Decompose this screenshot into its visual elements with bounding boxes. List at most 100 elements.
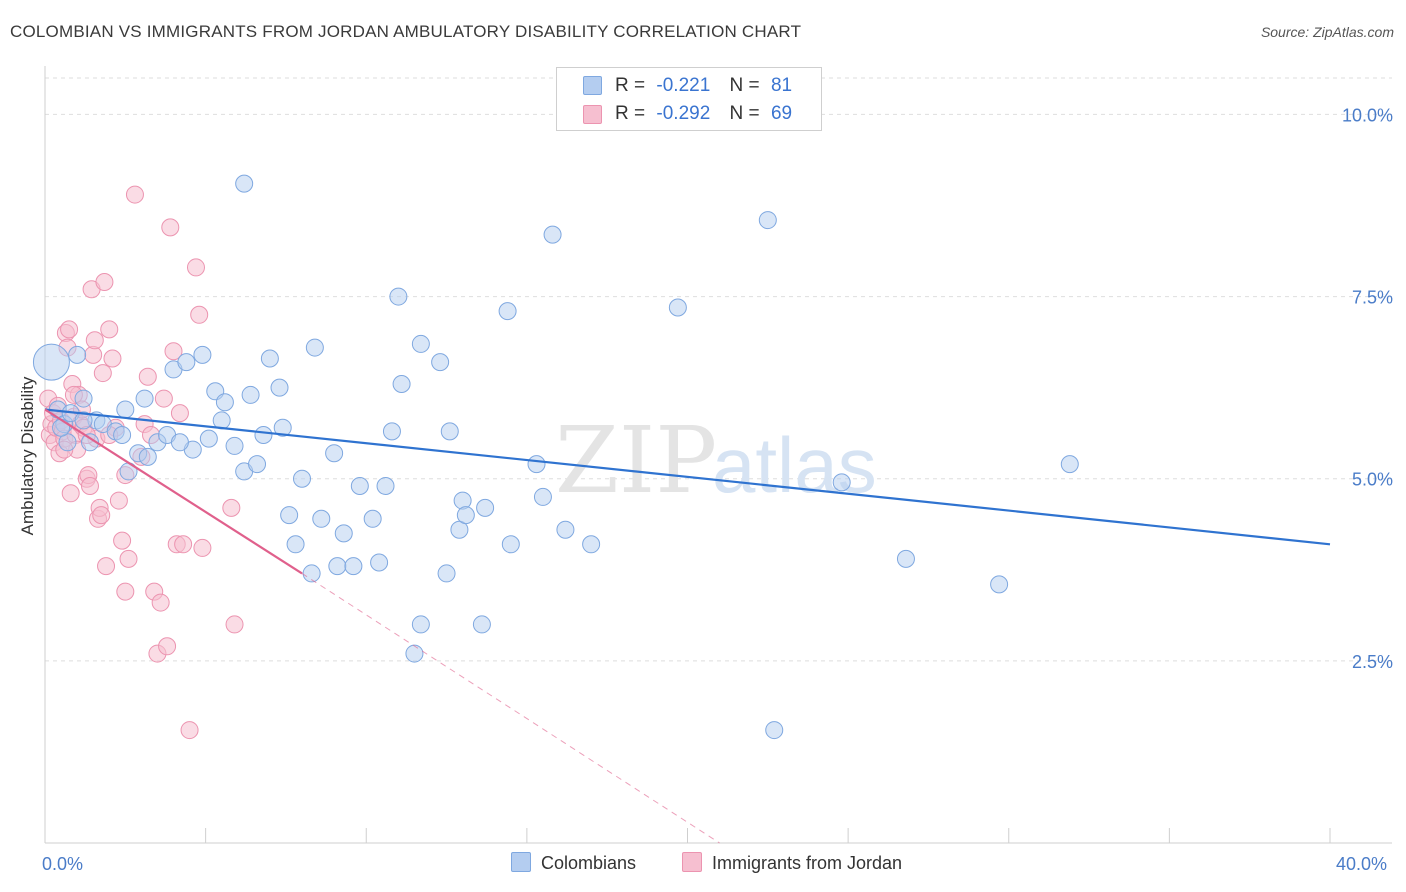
jordan-point xyxy=(100,320,119,339)
jordan-point xyxy=(61,484,80,503)
colombian-point xyxy=(80,433,99,452)
trend-line-colombians xyxy=(44,408,1331,546)
colombian-point xyxy=(456,506,475,525)
legend-r-value-2: -0.292 xyxy=(656,103,711,124)
legend-swatch-jordan xyxy=(583,105,602,124)
colombian-point xyxy=(273,418,292,437)
jordan-point xyxy=(80,477,99,495)
jordan-point xyxy=(161,218,180,237)
colombian-point xyxy=(832,473,851,492)
jordan-point xyxy=(164,342,183,361)
colombian-point xyxy=(334,524,353,543)
colombian-point xyxy=(235,174,254,193)
colombian-point xyxy=(32,343,70,381)
colombian-point xyxy=(325,444,344,463)
jordan-point xyxy=(193,538,212,557)
colombian-point xyxy=(199,429,218,448)
colombian-point xyxy=(411,615,430,634)
colombian-point xyxy=(241,385,260,404)
watermark: ZIP atlas xyxy=(555,407,877,514)
legend-n-value-1: 81 xyxy=(770,75,793,96)
jordan-point xyxy=(225,615,244,634)
x-tick-marks xyxy=(205,828,1331,843)
colombian-point xyxy=(286,535,305,554)
jordan-point xyxy=(113,531,132,550)
colombian-point xyxy=(990,575,1009,594)
jordan-point xyxy=(116,582,135,601)
legend-n-value-2: 69 xyxy=(770,103,793,124)
colombian-point xyxy=(382,422,401,441)
watermark-zip: ZIP xyxy=(555,407,717,514)
colombian-point xyxy=(533,487,552,506)
jordan-point xyxy=(174,535,193,554)
colombian-point xyxy=(392,375,411,393)
colombian-point xyxy=(668,298,687,317)
trend-line-jordan xyxy=(44,408,303,575)
colombian-point xyxy=(344,557,363,576)
colombian-point xyxy=(312,509,331,528)
legend-r-value-1: -0.221 xyxy=(656,75,711,96)
legend-swatch-colombians xyxy=(583,76,602,95)
x-tick-label-min: 0.0% xyxy=(42,854,83,874)
colombian-point xyxy=(328,557,347,576)
colombian-point xyxy=(363,509,382,528)
colombian-point xyxy=(453,491,472,510)
colombian-point xyxy=(225,436,244,455)
legend-r-label-1: R = xyxy=(615,75,646,96)
jordan-point xyxy=(190,305,209,324)
colombian-point xyxy=(68,345,87,364)
jordan-point xyxy=(222,498,241,517)
jordan-point xyxy=(109,491,128,510)
colombian-point xyxy=(52,418,71,437)
colombian-point xyxy=(431,353,450,372)
colombian-point xyxy=(376,477,395,495)
watermark-atlas: atlas xyxy=(712,421,877,509)
correlation-legend: R = -0.221 N = 81 R = -0.292 N = 69 xyxy=(556,67,822,131)
colombian-point xyxy=(215,393,234,412)
jordan-point xyxy=(151,593,170,612)
jordan-point xyxy=(170,404,189,423)
jordan-point xyxy=(186,258,205,277)
y-axis-label: Ambulatory Disability xyxy=(18,376,37,535)
y-tick-label: 7.5% xyxy=(1352,288,1393,308)
bottom-legend-label-colombians: Colombians xyxy=(541,853,637,873)
jordan-point xyxy=(125,185,144,204)
source-credit: Source: ZipAtlas.com xyxy=(1260,24,1394,40)
colombian-point xyxy=(305,338,324,357)
colombian-point xyxy=(260,349,279,368)
colombian-point xyxy=(437,564,456,583)
colombian-point xyxy=(193,345,212,364)
colombian-point xyxy=(543,225,562,244)
colombian-point xyxy=(74,389,93,408)
bottom-legend-swatch-jordan xyxy=(682,852,702,872)
colombian-point xyxy=(177,353,196,372)
y-tick-label: 5.0% xyxy=(1352,470,1393,490)
colombian-point xyxy=(440,422,459,441)
colombian-point xyxy=(302,564,321,583)
colombian-point xyxy=(765,721,784,740)
jordan-point xyxy=(154,389,173,408)
y-tick-label: 2.5% xyxy=(1352,652,1393,672)
colombian-point xyxy=(170,433,189,452)
colombian-point xyxy=(280,506,299,525)
colombian-point xyxy=(350,477,369,495)
jordan-point xyxy=(92,506,111,525)
colombian-point xyxy=(501,535,520,554)
colombian-point xyxy=(135,389,154,408)
colombian-point xyxy=(370,553,389,572)
legend-row-jordan: R = -0.292 N = 69 xyxy=(615,103,792,125)
colombian-point xyxy=(405,644,424,663)
colombian-point xyxy=(758,211,777,230)
x-tick-label-max: 40.0% xyxy=(1336,854,1387,874)
jordan-point xyxy=(103,349,122,368)
colombian-point xyxy=(248,455,267,474)
jordan-point xyxy=(97,557,116,576)
legend-n-label-2: N = xyxy=(729,103,760,124)
colombian-point xyxy=(254,426,273,444)
y-tick-label: 10.0% xyxy=(1342,105,1393,125)
colombian-point xyxy=(472,615,491,634)
bottom-legend-label-jordan: Immigrants from Jordan xyxy=(712,853,903,873)
jordan-point xyxy=(60,320,79,339)
colombian-point xyxy=(411,334,430,353)
